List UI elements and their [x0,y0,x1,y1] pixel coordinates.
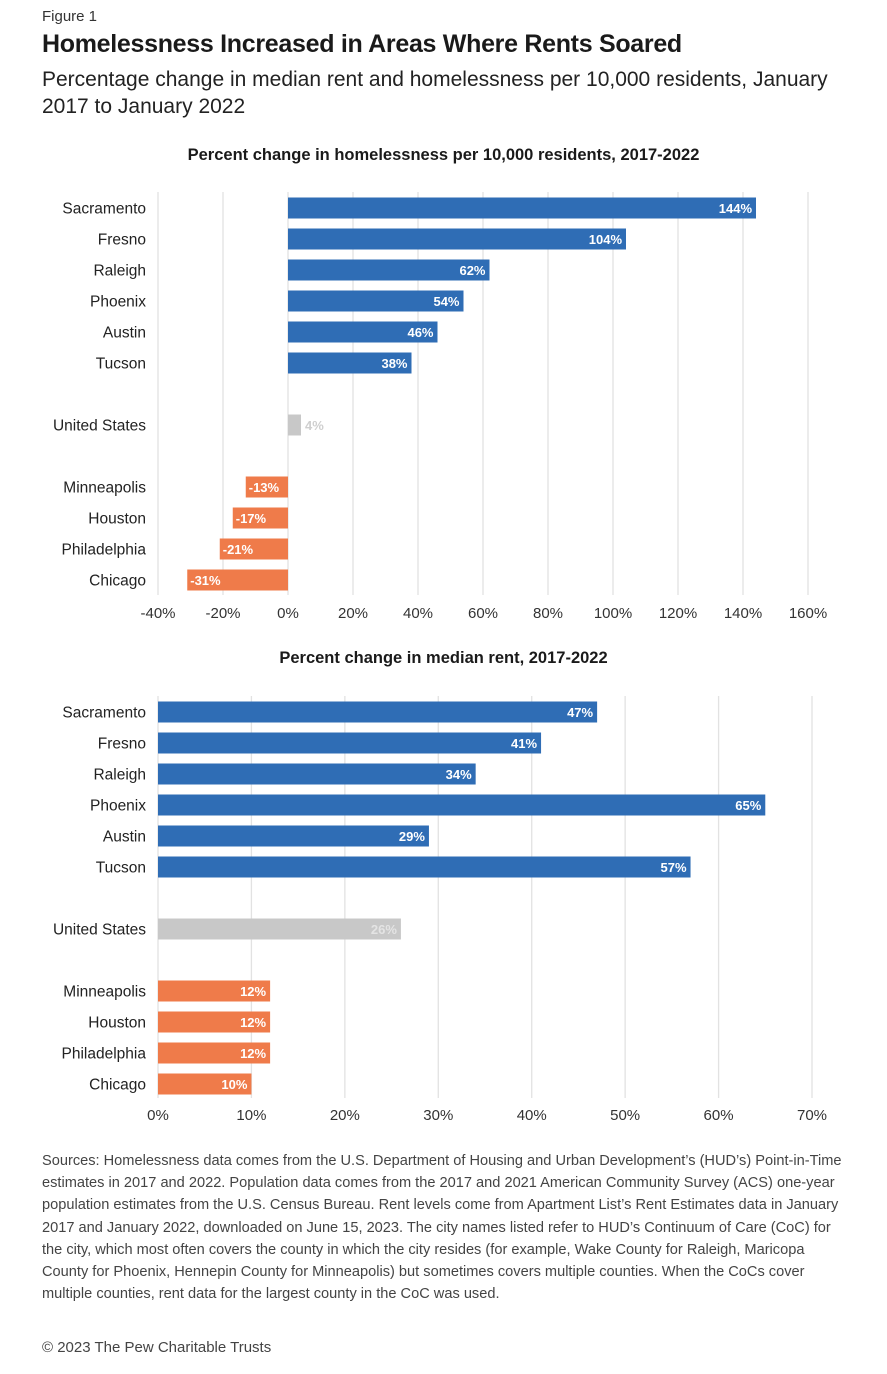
category-label: Sacramento [62,705,146,722]
category-label: Austin [103,829,146,846]
page-title: Homelessness Increased in Areas Where Re… [42,30,682,58]
category-label: Minneapolis [63,984,146,1001]
value-label: 10% [221,1077,247,1092]
x-tick-label: -40% [140,605,175,622]
category-label: Raleigh [93,263,146,280]
sources-note: Sources: Homelessness data comes from th… [42,1153,842,1303]
x-tick-label: 0% [147,1107,169,1124]
value-label: 4% [305,418,324,433]
bar-philadelphia [158,1042,271,1064]
bar-austin [158,825,429,847]
bar-united-states [158,918,401,940]
value-label: 41% [511,736,537,751]
rent-chart-title: Percent change in median rent, 2017-2022 [279,649,608,667]
value-label: -13% [249,480,280,495]
bar-sacramento [158,701,598,723]
category-label: Fresno [98,232,146,249]
category-label: Philadelphia [62,542,147,559]
bar-sacramento [288,197,756,219]
x-tick-label: 40% [517,1107,547,1124]
bar-houston [158,1011,271,1033]
bar-fresno [158,732,542,754]
category-label: Sacramento [62,201,146,218]
category-label: Houston [88,511,146,528]
x-tick-label: 60% [468,605,498,622]
category-label: Minneapolis [63,480,146,497]
x-tick-label: 160% [789,605,827,622]
category-label: Philadelphia [62,1046,147,1063]
x-tick-label: 120% [659,605,697,622]
value-label: 12% [240,984,266,999]
category-label: United States [53,418,146,435]
x-tick-label: 100% [594,605,632,622]
bar-phoenix [288,290,464,312]
x-tick-label: 80% [533,605,563,622]
x-tick-label: 60% [704,1107,734,1124]
category-label: Tucson [96,860,146,877]
bar-minneapolis [158,980,271,1002]
x-tick-label: 20% [330,1107,360,1124]
homelessness-chart-title: Percent change in homelessness per 10,00… [187,146,700,164]
value-label: 29% [399,829,425,844]
bar-tucson [158,856,691,878]
x-tick-label: 0% [277,605,299,622]
value-label: 65% [735,798,761,813]
bar-fresno [288,228,626,250]
x-tick-label: -20% [205,605,240,622]
category-label: Chicago [89,1077,146,1094]
figure-label: Figure 1 [42,8,98,25]
bar-raleigh [288,259,490,281]
homelessness-bar-chart: -40% -20% 0% 20% 40% 60% 80% 100% 120% 140% 160% Sa… [53,192,827,622]
value-label: 62% [459,263,485,278]
x-tick-label: 40% [403,605,433,622]
x-tick-label: 140% [724,605,762,622]
category-label: Austin [103,325,146,342]
value-label: 26% [371,922,397,937]
x-tick-label: 20% [338,605,368,622]
value-label: 54% [433,294,459,309]
category-label: Phoenix [90,294,146,311]
copyright: © 2023 The Pew Charitable Trusts [42,1339,272,1356]
bar-houston [232,507,288,529]
rent-bar-chart: 0% 10% 20% 30% 40% 50% 60% 70% Sacramento 47% Fres… [53,696,827,1124]
value-label: 57% [661,860,687,875]
value-label: 46% [407,325,433,340]
value-label: -17% [236,511,267,526]
value-label: 12% [240,1015,266,1030]
value-label: -31% [190,573,221,588]
bar-austin [288,321,438,343]
value-label: 34% [446,767,472,782]
category-label: Fresno [98,736,146,753]
category-label: Raleigh [93,767,146,784]
bar-united-states [288,414,301,436]
bar-chicago [158,1073,252,1095]
bar-chicago [187,569,288,591]
category-label: Chicago [89,573,146,590]
x-tick-label: 70% [797,1107,827,1124]
bar-minneapolis [245,476,288,498]
bar-tucson [288,352,412,374]
value-label: -21% [223,542,254,557]
page-subtitle: Percentage change in median rent and hom… [42,68,828,118]
bar-philadelphia [219,538,288,560]
x-tick-label: 50% [610,1107,640,1124]
value-label: 104% [589,232,623,247]
value-label: 47% [567,705,593,720]
category-label: Houston [88,1015,146,1032]
bar-phoenix [158,794,766,816]
bar-raleigh [158,763,476,785]
value-label: 38% [381,356,407,371]
value-label: 12% [240,1046,266,1061]
x-tick-label: 30% [423,1107,453,1124]
category-label: United States [53,922,146,939]
value-label: 144% [719,201,753,216]
category-label: Phoenix [90,798,146,815]
category-label: Tucson [96,356,146,373]
x-tick-label: 10% [236,1107,266,1124]
